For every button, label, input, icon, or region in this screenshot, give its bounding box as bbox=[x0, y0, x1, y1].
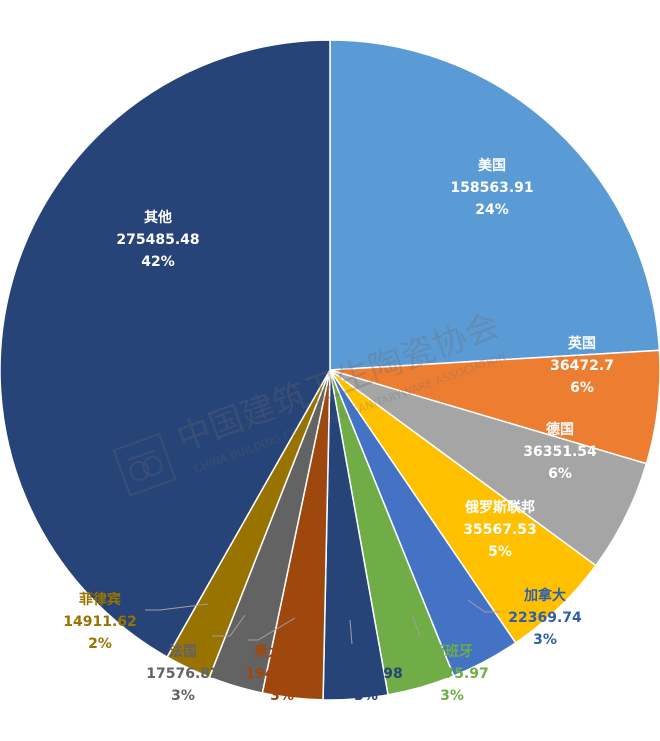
slice-label: 其他 275485.48 42% bbox=[116, 209, 199, 270]
slice-percent: 24% bbox=[475, 202, 509, 218]
leader-line bbox=[467, 599, 500, 613]
slice-percent: 6% bbox=[548, 466, 572, 482]
slice-name: 波兰 bbox=[352, 643, 380, 660]
slice-name: 德国 bbox=[546, 421, 574, 438]
slice-percent: 3% bbox=[171, 688, 195, 704]
slice-label: 英国 36472.7 6% bbox=[550, 335, 614, 396]
pie-slices bbox=[0, 39, 660, 701]
slice-value: 14911.62 bbox=[63, 614, 137, 630]
leader-line bbox=[411, 614, 421, 637]
slice-percent: 3% bbox=[533, 632, 557, 648]
slice-value: 22369.74 bbox=[508, 610, 582, 626]
slice-label: 加拿大 22369.74 3% bbox=[508, 587, 582, 648]
slice-name: 美国 bbox=[478, 157, 506, 174]
slice-value: 17576.82 bbox=[146, 666, 220, 682]
slice-name: 菲律宾 bbox=[79, 591, 121, 608]
slice-value: 36351.54 bbox=[523, 444, 597, 460]
slice-name: 加拿大 bbox=[523, 587, 566, 604]
slice-value: 36472.7 bbox=[550, 358, 614, 374]
slice-name: 西班牙 bbox=[431, 643, 473, 660]
leader-line bbox=[248, 617, 296, 641]
slice-value: 20759.98 bbox=[329, 666, 403, 682]
slice-value: 275485.48 bbox=[116, 232, 199, 248]
leader-lines bbox=[145, 599, 500, 645]
pie-slice bbox=[0, 39, 331, 659]
slice-value: 35567.53 bbox=[463, 522, 537, 538]
slice-percent: 6% bbox=[570, 380, 594, 396]
slice-label: 西班牙 21775.97 3% bbox=[415, 643, 489, 704]
slice-label: 法国 17576.82 3% bbox=[146, 643, 220, 704]
slice-percent: 3% bbox=[354, 688, 378, 704]
slice-value: 158563.91 bbox=[450, 180, 533, 196]
slice-name: 英国 bbox=[567, 335, 596, 352]
slice-percent: 42% bbox=[141, 254, 175, 270]
leader-line bbox=[145, 603, 209, 611]
slice-name: 俄罗斯联邦 bbox=[464, 499, 535, 516]
leader-line bbox=[212, 614, 246, 637]
slice-label: 奥大利亚 19471.91 3% bbox=[245, 643, 319, 704]
slice-percent: 3% bbox=[440, 688, 464, 704]
slice-value: 19471.91 bbox=[245, 666, 319, 682]
slice-label: 波兰 20759.98 3% bbox=[329, 643, 403, 704]
slice-percent: 3% bbox=[270, 688, 294, 704]
slice-name: 法国 bbox=[169, 643, 197, 660]
slice-label: 俄罗斯联邦 35567.53 5% bbox=[463, 499, 537, 560]
association-logo bbox=[112, 432, 177, 497]
slice-label: 菲律宾 14911.62 2% bbox=[63, 591, 137, 652]
slice-label: 美国 158563.91 24% bbox=[450, 157, 533, 218]
slice-value: 21775.97 bbox=[415, 666, 489, 682]
leader-line bbox=[349, 619, 353, 645]
slice-labels: 美国 158563.91 24% 英国 36472.7 6% 德国 36351.54 6% 俄罗斯… bbox=[63, 157, 614, 704]
pie-slice bbox=[329, 39, 660, 371]
slice-percent: 2% bbox=[88, 636, 112, 652]
slice-label: 德国 36351.54 6% bbox=[523, 421, 597, 482]
slice-name: 其他 bbox=[144, 209, 172, 226]
slice-percent: 5% bbox=[488, 544, 512, 560]
slice-name: 奥大利亚 bbox=[254, 643, 310, 660]
